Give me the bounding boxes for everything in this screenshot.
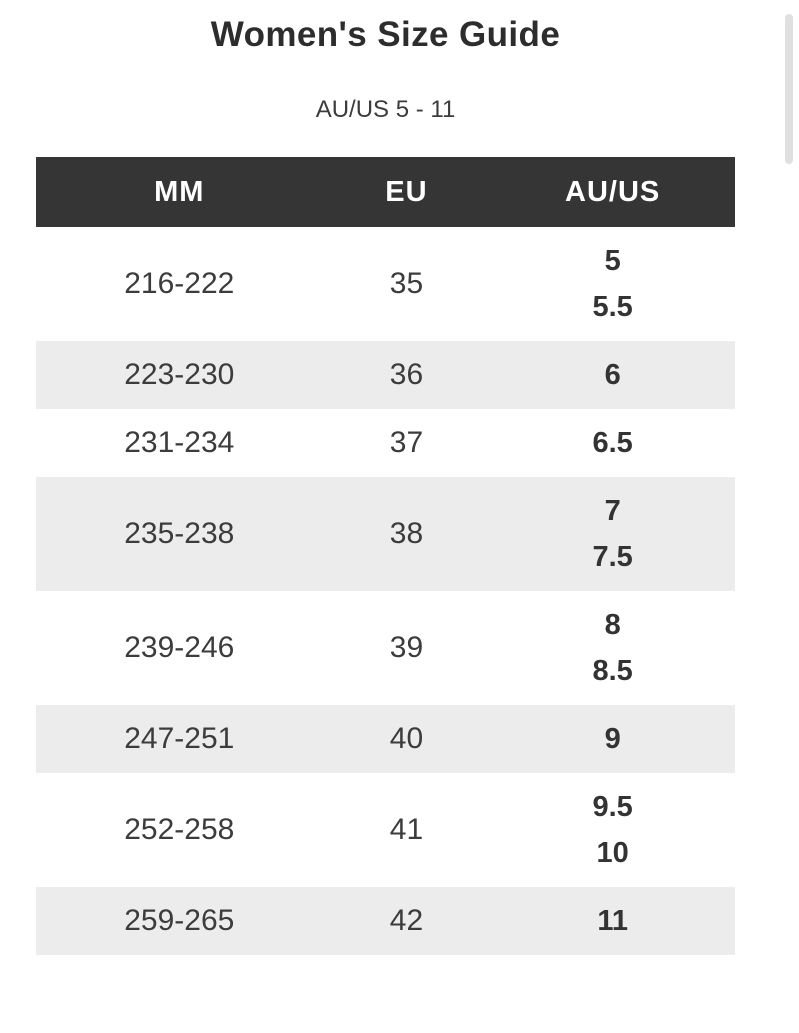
table-header-row: MM EU AU/US — [36, 157, 735, 227]
column-header-eu: EU — [322, 157, 491, 227]
cell-au-us: 6.5 — [592, 427, 633, 459]
cell-eu: 42 — [389, 904, 424, 937]
cell-mm: 223-230 — [124, 358, 235, 391]
cell-au-us: 11 — [597, 905, 628, 937]
cell-eu: 41 — [389, 813, 424, 846]
cell-mm: 247-251 — [124, 722, 235, 755]
cell-au-us: 5 5.5 — [592, 245, 633, 323]
cell-eu: 36 — [389, 358, 424, 391]
scrollbar-thumb[interactable] — [785, 14, 793, 164]
size-guide-page: Women's Size Guide AU/US 5 - 11 MM EU AU… — [36, 14, 735, 955]
cell-mm: 231-234 — [124, 426, 235, 459]
cell-mm: 252-258 — [124, 813, 235, 846]
table-row: 223-230 36 6 — [36, 341, 735, 409]
page-title: Women's Size Guide — [210, 15, 561, 54]
cell-au-us: 7 7.5 — [592, 495, 633, 573]
cell-eu: 39 — [389, 631, 424, 664]
table-row: 239-246 39 8 8.5 — [36, 591, 735, 705]
table-row: 231-234 37 6.5 — [36, 409, 735, 477]
table-row: 247-251 40 9 — [36, 705, 735, 773]
size-guide-table: MM EU AU/US 216-222 35 5 5.5 223-230 36 … — [36, 157, 735, 955]
cell-eu: 35 — [389, 267, 424, 300]
table-row: 259-265 42 11 — [36, 887, 735, 955]
column-header-auus: AU/US — [490, 157, 735, 227]
table-row: 216-222 35 5 5.5 — [36, 227, 735, 341]
column-header-mm: MM — [36, 157, 323, 227]
cell-eu: 40 — [389, 722, 424, 755]
size-range-subtitle: AU/US 5 - 11 — [315, 96, 456, 123]
cell-au-us: 9.5 10 — [592, 791, 633, 869]
table-row: 235-238 38 7 7.5 — [36, 477, 735, 591]
cell-mm: 235-238 — [124, 517, 235, 550]
cell-au-us: 8 8.5 — [592, 609, 633, 687]
cell-au-us: 9 — [604, 723, 621, 755]
cell-mm: 239-246 — [124, 631, 235, 664]
table-row: 252-258 41 9.5 10 — [36, 773, 735, 887]
cell-mm: 259-265 — [124, 904, 235, 937]
cell-au-us: 6 — [604, 359, 621, 391]
cell-mm: 216-222 — [124, 267, 235, 300]
cell-eu: 37 — [389, 426, 424, 459]
cell-eu: 38 — [389, 517, 424, 550]
